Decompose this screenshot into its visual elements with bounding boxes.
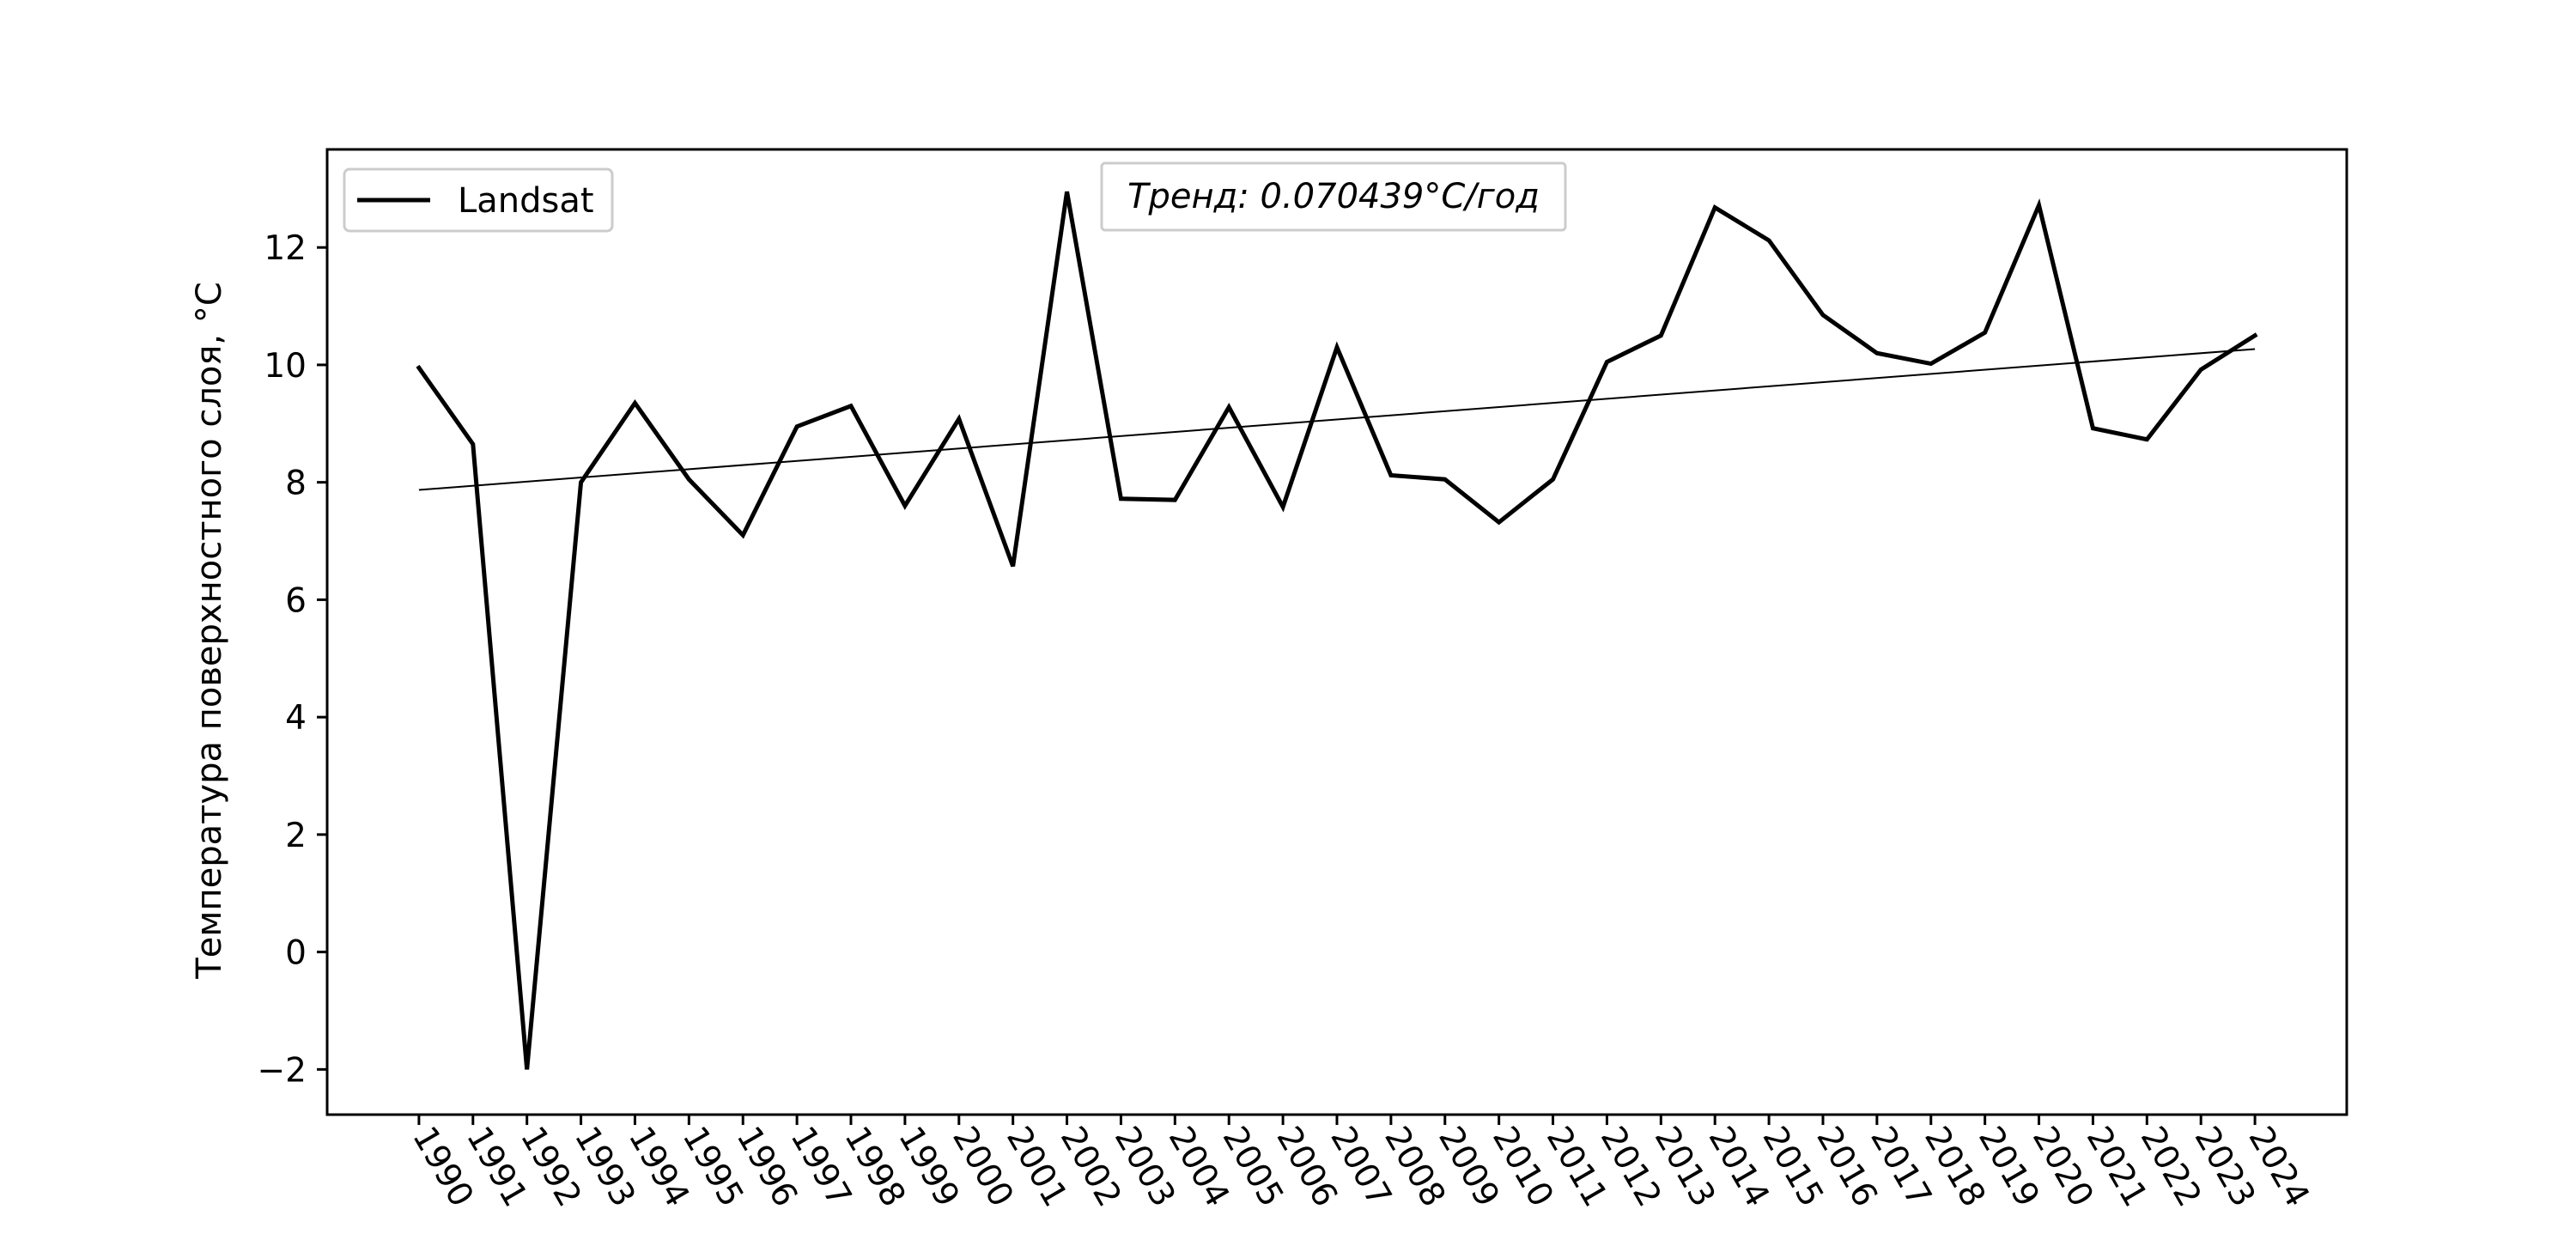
legend-entry-landsat: Landsat [458,181,594,221]
legend: Landsat [344,169,612,231]
trend-annotation-text: Тренд: 0.070439°C/год [1127,177,1540,216]
y-tick-label: 0 [285,934,307,973]
y-tick-label: 12 [264,229,307,268]
y-tick-label: 8 [285,465,307,503]
y-axis-label: Температура поверхностного слоя, °C [190,282,229,980]
y-tick-label: 6 [285,581,307,620]
y-tick-label: 2 [285,817,307,855]
y-tick-label: 10 [264,347,307,386]
y-tick-label: −2 [258,1051,307,1090]
trend-annotation: Тренд: 0.070439°C/год [1102,163,1565,230]
y-tick-label: 4 [285,699,307,738]
